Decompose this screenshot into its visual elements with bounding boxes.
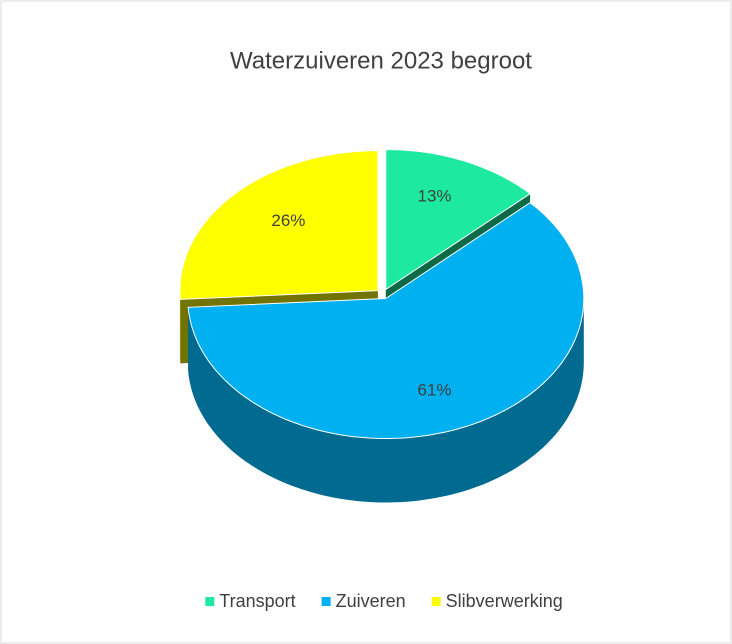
chart-title: Waterzuiveren 2023 begroot: [230, 47, 532, 74]
legend-label: Zuiveren: [336, 591, 406, 611]
slice-side: [188, 298, 584, 503]
legend-swatch: [321, 597, 331, 606]
pie-slice: [385, 148, 531, 291]
pie-slice: [179, 150, 379, 300]
pie-slice: [187, 202, 585, 439]
data-label: 13%: [418, 186, 452, 205]
data-label: 26%: [271, 211, 305, 230]
legend-label: Transport: [219, 591, 295, 611]
legend-label: Slibverwerking: [446, 591, 563, 611]
legend-swatch: [431, 597, 441, 606]
legend-swatch: [205, 597, 215, 606]
data-label: 61%: [418, 380, 452, 399]
